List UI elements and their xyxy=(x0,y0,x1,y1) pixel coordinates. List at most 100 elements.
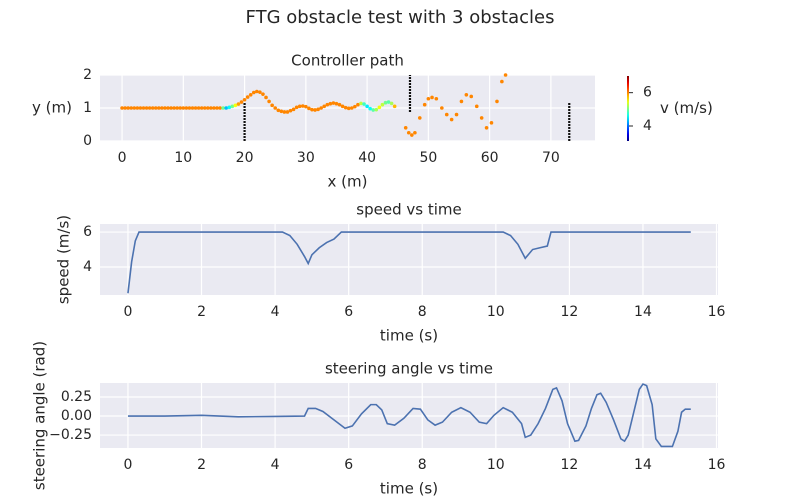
subplot-title: Controller path xyxy=(291,52,404,70)
x-tick-label: 20 xyxy=(236,150,254,166)
path-point xyxy=(236,102,241,106)
path-point xyxy=(337,102,342,107)
x-tick-label: 8 xyxy=(418,304,427,320)
path-point xyxy=(413,130,417,135)
path-point xyxy=(353,104,357,109)
x-tick-label: 70 xyxy=(542,150,560,166)
path-point xyxy=(276,108,281,113)
path-point xyxy=(163,106,167,110)
x-tick-label: 8 xyxy=(418,457,427,473)
path-point xyxy=(264,95,268,100)
path-point xyxy=(362,102,366,106)
path-point xyxy=(410,133,414,137)
path-point xyxy=(224,106,229,110)
path-point xyxy=(469,94,474,99)
path-point xyxy=(175,106,179,110)
path-point xyxy=(340,104,345,109)
path-point xyxy=(273,106,278,110)
path-point xyxy=(331,101,336,105)
path-point xyxy=(374,107,379,112)
x-tick-label: 50 xyxy=(419,150,437,166)
y-axis-label: y (m) xyxy=(32,99,72,117)
path-point xyxy=(181,106,186,110)
path-point xyxy=(218,106,222,110)
path-point xyxy=(489,121,494,125)
x-tick-label: 12 xyxy=(560,457,578,473)
path-point xyxy=(430,95,434,100)
path-point xyxy=(157,106,161,110)
y-axis-label: steering angle (rad) xyxy=(31,341,49,490)
x-tick-label: 0 xyxy=(123,457,132,473)
path-point xyxy=(206,106,210,110)
y-tick-label: 0.25 xyxy=(61,389,92,405)
colorbar-tick-label: 4 xyxy=(643,118,652,134)
path-point xyxy=(230,104,235,109)
path-point xyxy=(135,106,140,110)
path-point xyxy=(285,110,290,114)
path-point xyxy=(169,106,173,110)
path-point xyxy=(248,93,253,97)
path-point xyxy=(368,106,372,111)
x-tick-label: 12 xyxy=(560,304,578,320)
path-point xyxy=(187,106,192,110)
path-point xyxy=(294,105,299,110)
x-tick-label: 60 xyxy=(481,150,499,166)
x-tick-label: 0 xyxy=(123,304,132,320)
path-point xyxy=(245,95,250,99)
path-point xyxy=(141,106,146,110)
path-point xyxy=(178,106,183,110)
path-point xyxy=(322,104,327,109)
path-point xyxy=(138,106,143,110)
path-point xyxy=(484,126,489,130)
x-tick-label: 10 xyxy=(487,304,505,320)
x-tick-label: 4 xyxy=(271,457,280,473)
path-point xyxy=(132,106,137,110)
path-point xyxy=(313,108,317,112)
path-point xyxy=(172,106,176,110)
x-tick-label: 30 xyxy=(297,150,315,166)
path-point xyxy=(334,101,339,106)
plot-area xyxy=(100,224,718,295)
path-point xyxy=(500,79,504,84)
path-point xyxy=(123,106,127,110)
path-point xyxy=(300,104,305,108)
path-point xyxy=(233,103,238,108)
x-tick-label: 16 xyxy=(708,457,726,473)
path-point xyxy=(346,106,351,111)
path-point xyxy=(386,100,391,104)
subplot-title: speed vs time xyxy=(356,201,461,219)
path-point xyxy=(359,101,363,106)
path-point xyxy=(356,102,360,107)
path-point xyxy=(239,100,244,104)
series-line xyxy=(127,383,691,448)
path-point xyxy=(291,107,296,112)
path-point xyxy=(371,108,376,112)
path-point xyxy=(406,130,411,135)
path-point xyxy=(261,92,265,96)
path-point xyxy=(426,96,431,101)
path-point xyxy=(365,104,369,109)
path-point xyxy=(304,104,308,109)
colorbar xyxy=(627,76,629,141)
path-point xyxy=(279,109,284,114)
path-point xyxy=(383,100,388,105)
y-tick-label: 6 xyxy=(83,224,92,240)
x-tick-label: 2 xyxy=(197,457,206,473)
path-point xyxy=(310,107,314,112)
x-tick-label: 14 xyxy=(634,457,652,473)
path-point xyxy=(255,89,259,94)
path-point xyxy=(343,105,348,110)
path-point xyxy=(319,106,323,110)
path-point xyxy=(474,104,479,109)
path-point xyxy=(440,106,444,110)
path-point xyxy=(153,106,158,110)
path-point xyxy=(150,106,155,110)
subplot-title: steering angle vs time xyxy=(325,360,493,378)
path-point xyxy=(267,99,271,104)
path-point xyxy=(389,101,394,106)
path-point xyxy=(444,112,449,117)
x-tick-label: 16 xyxy=(708,304,726,320)
path-point xyxy=(215,106,219,110)
x-tick-label: 10 xyxy=(487,457,505,473)
